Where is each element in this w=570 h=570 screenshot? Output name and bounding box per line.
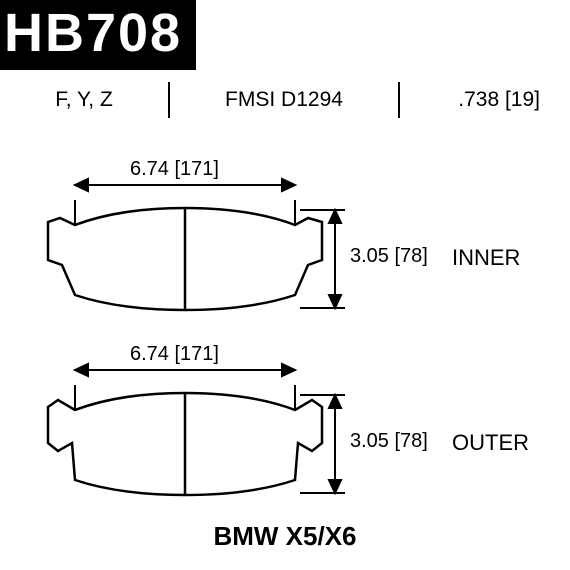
inner-pad-svg xyxy=(0,130,570,330)
spec-thickness: .738 [19] xyxy=(400,82,570,118)
brake-pad-diagram: 6.74 [171] 3.05 [78] INNER 6.74 [171] 3.… xyxy=(0,130,570,530)
outer-width-dim: 6.74 [171] xyxy=(130,343,219,366)
vehicle-label: BMW X5/X6 xyxy=(0,521,570,552)
outer-height-dim: 3.05 [78] xyxy=(350,430,428,453)
inner-width-dim: 6.74 [171] xyxy=(130,158,219,181)
spec-codes: F, Y, Z xyxy=(0,82,170,118)
inner-height-dim: 3.05 [78] xyxy=(350,245,428,268)
outer-label: OUTER xyxy=(452,430,529,456)
outer-pad-svg xyxy=(0,315,570,515)
inner-label: INNER xyxy=(452,245,520,271)
spec-fmsi: FMSI D1294 xyxy=(170,82,400,118)
spec-row: F, Y, Z FMSI D1294 .738 [19] xyxy=(0,80,570,120)
part-number: HB708 xyxy=(0,0,196,70)
